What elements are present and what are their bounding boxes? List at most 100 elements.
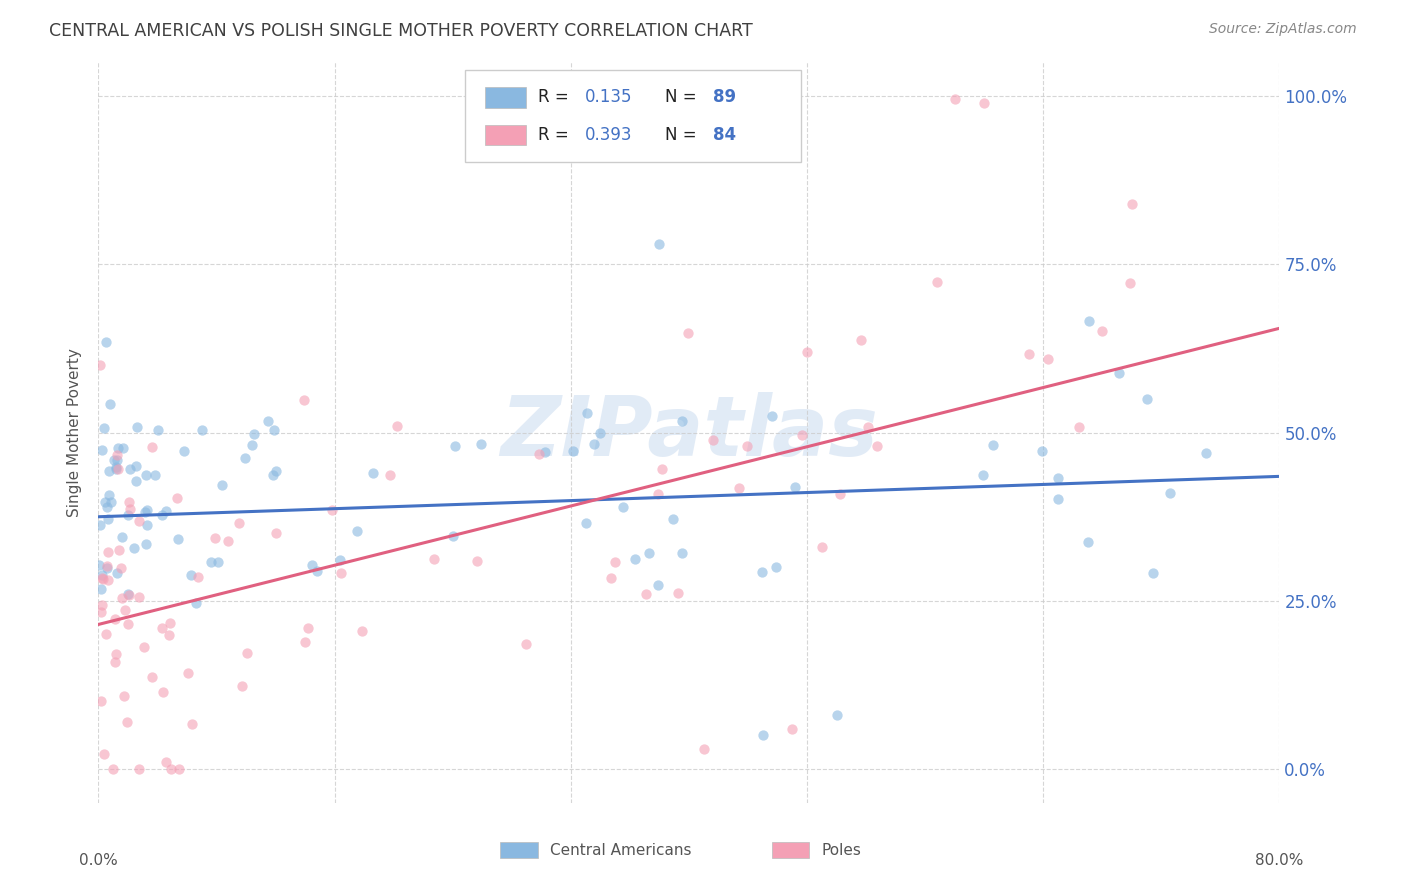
Text: 0.0%: 0.0% (79, 854, 118, 868)
Point (96, 334, 118, 349)
Point (321, 502, 343, 516)
Point (1159, 486, 1181, 500)
Point (100, 494, 122, 508)
Point (849, 333, 872, 347)
Point (301, 558, 323, 572)
Point (1069, 420, 1091, 434)
Point (96, 559, 118, 574)
Point (134, 506, 156, 520)
Point (114, 602, 136, 616)
Point (89, 558, 111, 572)
Point (184, 596, 207, 610)
Point (728, 481, 751, 495)
Point (143, 468, 166, 483)
Point (128, 514, 150, 528)
Point (796, 344, 818, 359)
Point (93, 747, 115, 762)
Point (118, 588, 141, 602)
Point (180, 568, 202, 582)
Point (561, 443, 583, 458)
Point (662, 512, 685, 526)
Point (167, 762, 190, 776)
Point (173, 444, 195, 458)
Point (111, 442, 134, 456)
Point (96, 500, 118, 515)
Point (651, 462, 673, 476)
Point (329, 553, 352, 567)
Point (117, 508, 139, 523)
Point (647, 578, 669, 592)
Point (152, 685, 174, 699)
Point (1046, 471, 1069, 485)
Point (605, 556, 627, 570)
Point (97, 464, 120, 478)
Point (150, 508, 173, 522)
Point (943, 92, 966, 106)
Point (671, 414, 693, 428)
Text: R =: R = (537, 126, 574, 144)
Point (112, 690, 135, 704)
Point (582, 437, 605, 451)
Point (790, 428, 813, 442)
Text: N =: N = (665, 126, 702, 144)
Text: ZIPatlas: ZIPatlas (501, 392, 877, 473)
Point (292, 392, 315, 407)
Point (166, 491, 188, 505)
Point (330, 566, 353, 581)
Point (159, 628, 181, 642)
Point (211, 478, 233, 492)
Point (103, 453, 125, 467)
Point (307, 564, 329, 578)
Point (141, 440, 163, 454)
Point (115, 714, 138, 729)
Point (1195, 446, 1218, 460)
Point (128, 762, 150, 776)
Point (90, 568, 112, 582)
Point (105, 453, 128, 467)
Text: CENTRAL AMERICAN VS POLISH SINGLE MOTHER POVERTY CORRELATION CHART: CENTRAL AMERICAN VS POLISH SINGLE MOTHER… (49, 22, 754, 40)
Point (973, 95, 995, 110)
Point (441, 529, 464, 543)
Point (1121, 196, 1143, 211)
Point (111, 591, 134, 606)
Point (91, 572, 114, 586)
Point (575, 406, 598, 420)
Text: 0.135: 0.135 (585, 88, 633, 106)
Point (187, 569, 209, 583)
Point (97, 573, 120, 587)
Point (98, 397, 121, 411)
FancyBboxPatch shape (772, 842, 810, 858)
Point (228, 516, 250, 530)
Point (1077, 313, 1099, 327)
Point (90, 605, 112, 619)
Point (262, 468, 284, 483)
Point (785, 480, 807, 494)
Point (117, 587, 139, 601)
FancyBboxPatch shape (485, 125, 526, 145)
Point (765, 560, 787, 574)
Point (96, 561, 118, 575)
Point (90, 598, 112, 612)
Point (866, 439, 889, 453)
Text: Source: ZipAtlas.com: Source: ZipAtlas.com (1209, 22, 1357, 37)
Point (125, 420, 148, 434)
Point (589, 425, 612, 440)
Point (96, 627, 118, 641)
Point (825, 708, 848, 723)
Point (104, 612, 127, 626)
Point (105, 459, 128, 474)
Point (361, 466, 384, 480)
Point (167, 532, 190, 546)
Point (128, 590, 150, 604)
Text: 84: 84 (713, 126, 735, 144)
Point (135, 537, 157, 551)
Point (159, 615, 181, 630)
Point (636, 586, 658, 600)
Text: R =: R = (537, 88, 574, 106)
Point (752, 729, 775, 743)
Point (231, 679, 253, 693)
Point (105, 448, 128, 462)
Point (648, 237, 671, 252)
Point (263, 423, 285, 437)
Point (90, 582, 112, 596)
